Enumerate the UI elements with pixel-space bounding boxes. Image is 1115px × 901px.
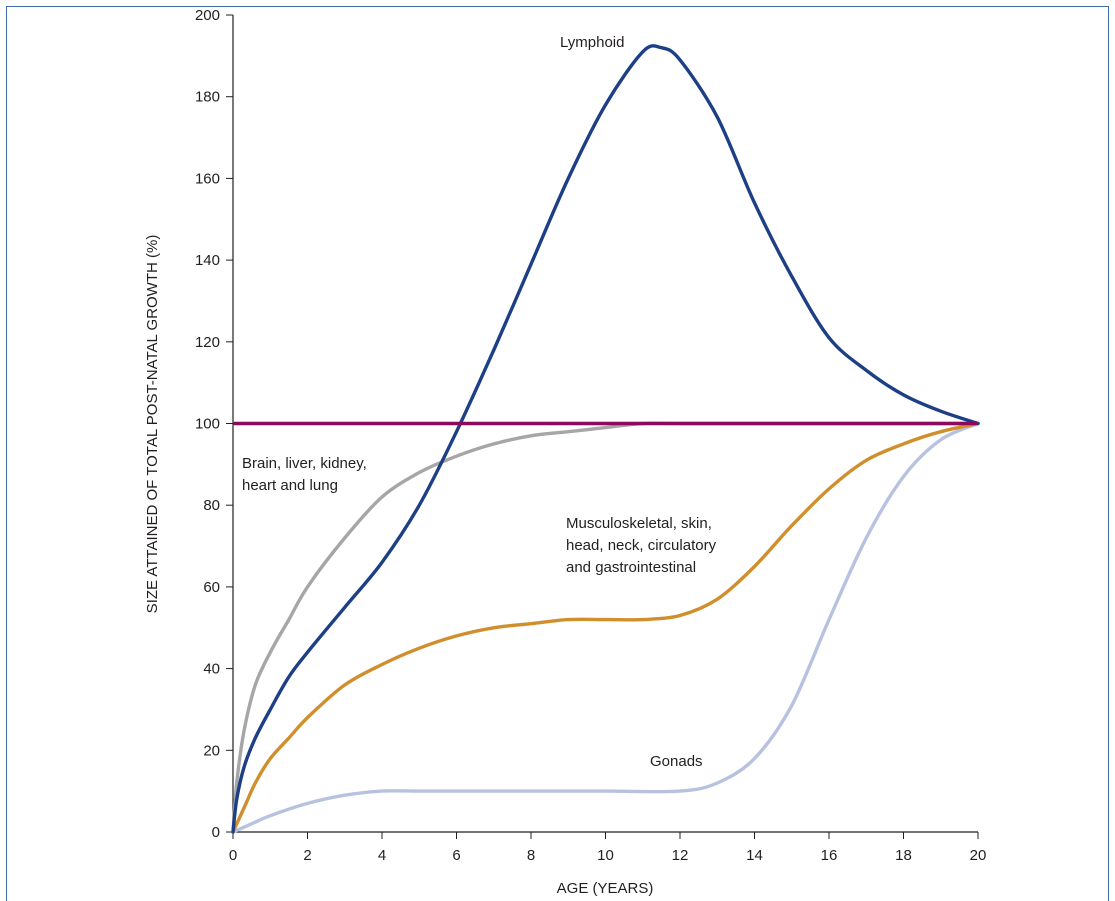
annotation-musculo-line3: and gastrointestinal: [566, 559, 696, 576]
series-layer: [231, 44, 980, 834]
y-tick-label: 80: [203, 497, 220, 514]
series-gonads-line: [231, 421, 980, 834]
y-tick-label: 0: [212, 824, 220, 841]
annotation-gonads: Gonads: [650, 753, 703, 770]
annotation-brain-line2: heart and lung: [242, 477, 338, 494]
x-tick-label: 16: [821, 847, 838, 864]
annotation-musculo-line1: Musculoskeletal, skin,: [566, 515, 712, 532]
x-axis: 0 2 4 6 8 10 12 14 16 18 20: [229, 831, 987, 864]
x-tick-label: 20: [970, 847, 987, 864]
x-tick-label: 2: [303, 847, 311, 864]
x-tick-label: 14: [746, 847, 763, 864]
y-tick-label: 140: [195, 252, 220, 269]
series-musculoskeletal-line: [231, 421, 980, 834]
y-tick-label: 60: [203, 579, 220, 596]
x-tick-label: 0: [229, 847, 237, 864]
x-tick-label: 12: [672, 847, 689, 864]
y-tick-label: 180: [195, 89, 220, 106]
x-tick-label: 10: [597, 847, 614, 864]
y-tick-label: 120: [195, 334, 220, 351]
y-tick-label: 100: [195, 416, 220, 433]
x-tick-label: 18: [895, 847, 912, 864]
series-lymphoid-line: [231, 44, 980, 834]
annotation-lymphoid: Lymphoid: [560, 34, 624, 51]
x-tick-label: 8: [527, 847, 535, 864]
y-tick-label: 40: [203, 661, 220, 678]
annotation-brain-line1: Brain, liver, kidney,: [242, 455, 367, 472]
y-axis-title: SIZE ATTAINED OF TOTAL POST-NATAL GROWTH…: [144, 235, 161, 614]
annotation-musculo-line2: head, neck, circulatory: [566, 537, 717, 554]
y-axis: 0 20 40 60 80 100 120 140 160 180 200: [195, 7, 234, 841]
x-axis-title: AGE (YEARS): [557, 880, 654, 897]
x-tick-label: 6: [452, 847, 460, 864]
x-tick-label: 4: [378, 847, 386, 864]
y-tick-label: 160: [195, 170, 220, 187]
y-tick-label: 200: [195, 7, 220, 24]
y-tick-label: 20: [203, 742, 220, 759]
series-brain-organs-line: [231, 421, 980, 834]
